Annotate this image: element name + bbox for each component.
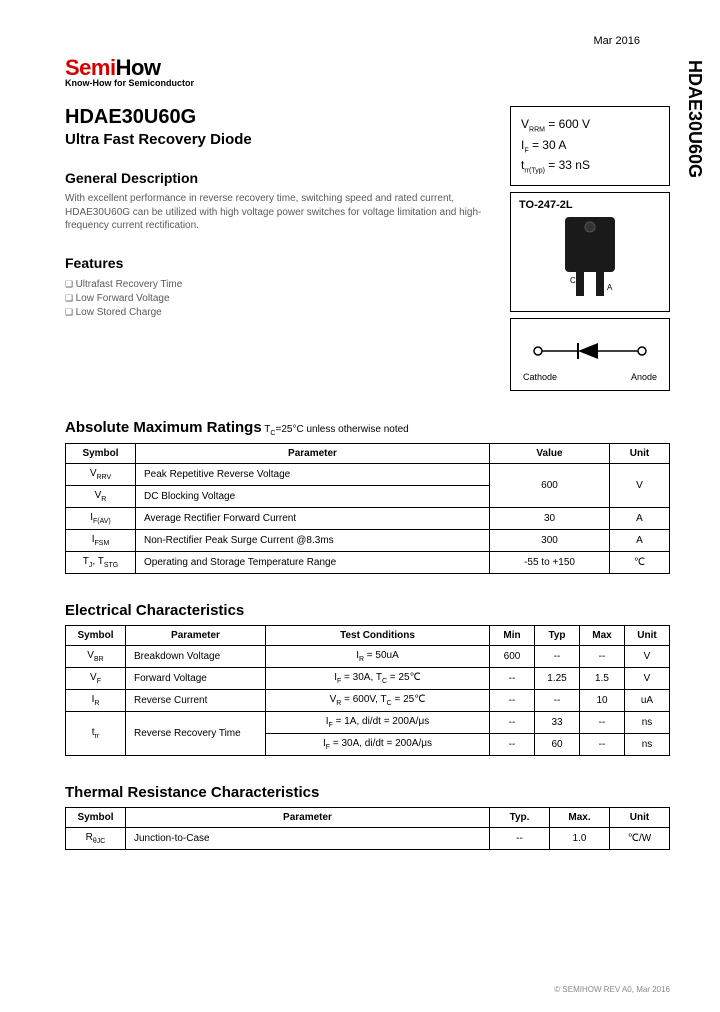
package-box: TO-247-2L C A xyxy=(510,192,670,312)
svg-text:A: A xyxy=(607,283,613,292)
features-list: Ultrafast Recovery Time Low Forward Volt… xyxy=(65,279,495,318)
key-specs-box: VRRM = 600 V IF = 30 A trr(Typ) = 33 nS xyxy=(510,106,670,186)
th-value: Value xyxy=(490,443,610,463)
side-part-label: HDAE30U60G xyxy=(684,60,705,178)
th-max: Max. xyxy=(550,807,610,827)
th-min: Min xyxy=(490,625,535,645)
feature-item: Low Forward Voltage xyxy=(65,293,495,304)
th-parameter: Parameter xyxy=(136,443,490,463)
table-row: IF(AV) Average Rectifier Forward Current… xyxy=(66,507,670,529)
spec-sub: RRM xyxy=(529,126,545,133)
spec-val: = 33 nS xyxy=(545,158,590,172)
abs-max-heading: Absolute Maximum Ratings TC=25°C unless … xyxy=(65,419,670,437)
table-row: IFSM Non-Rectifier Peak Surge Current @8… xyxy=(66,529,670,551)
table-row: VRRV Peak Repetitive Reverse Voltage 600… xyxy=(66,463,670,485)
logo-black: How xyxy=(116,55,161,80)
th-conditions: Test Conditions xyxy=(266,625,490,645)
th-parameter: Parameter xyxy=(126,625,266,645)
table-row: TJ, TSTG Operating and Storage Temperatu… xyxy=(66,551,670,573)
th-parameter: Parameter xyxy=(126,807,490,827)
feature-item: Low Stored Charge xyxy=(65,307,495,318)
th-max: Max xyxy=(580,625,625,645)
header: SemiHow Know-How for Semiconductor Mar 2… xyxy=(65,30,670,88)
footer: © SEMIHOW REV A0, Mar 2016 xyxy=(554,985,670,994)
th-symbol: Symbol xyxy=(66,625,126,645)
table-row: trr Reverse Recovery Time IF = 1A, di/dt… xyxy=(66,711,670,733)
table-row: VF Forward Voltage IF = 30A, TC = 25℃ --… xyxy=(66,667,670,689)
th-typ: Typ xyxy=(535,625,580,645)
package-icon: C A xyxy=(519,215,661,303)
thermal-heading: Thermal Resistance Characteristics xyxy=(65,784,670,801)
th-typ: Typ. xyxy=(490,807,550,827)
logo-tagline: Know-How for Semiconductor xyxy=(65,78,194,88)
th-unit: Unit xyxy=(610,807,670,827)
svg-text:C: C xyxy=(570,276,576,285)
logo-block: SemiHow Know-How for Semiconductor xyxy=(65,55,194,88)
spec-label: V xyxy=(521,117,529,131)
package-label: TO-247-2L xyxy=(519,199,661,211)
elec-heading: Electrical Characteristics xyxy=(65,602,670,619)
cathode-label: Cathode xyxy=(523,372,557,382)
table-row: RθJC Junction-to-Case -- 1.0 ℃/W xyxy=(66,827,670,849)
th-unit: Unit xyxy=(610,443,670,463)
table-row: VBR Breakdown Voltage IR = 50uA 600----V xyxy=(66,645,670,667)
th-unit: Unit xyxy=(625,625,670,645)
th-symbol: Symbol xyxy=(66,443,136,463)
spec-val: = 600 V xyxy=(545,117,590,131)
spec-sub: rr(Typ) xyxy=(524,168,545,175)
diode-symbol-box: Cathode Anode xyxy=(510,318,670,391)
spec-val: = 30 A xyxy=(529,138,567,152)
features-heading: Features xyxy=(65,255,495,271)
page-title: HDAE30U60G xyxy=(65,106,495,129)
feature-item: Ultrafast Recovery Time xyxy=(65,279,495,290)
elec-table: Symbol Parameter Test Conditions Min Typ… xyxy=(65,625,670,756)
thermal-table: Symbol Parameter Typ. Max. Unit RθJC Jun… xyxy=(65,807,670,850)
subtitle: Ultra Fast Recovery Diode xyxy=(65,131,495,148)
general-text: With excellent performance in reverse re… xyxy=(65,192,495,233)
anode-label: Anode xyxy=(631,372,657,382)
general-heading: General Description xyxy=(65,170,495,186)
logo-red: Semi xyxy=(65,55,116,80)
date: Mar 2016 xyxy=(594,35,640,47)
th-symbol: Symbol xyxy=(66,807,126,827)
table-row: IR Reverse Current VR = 600V, TC = 25℃ -… xyxy=(66,689,670,711)
diode-icon xyxy=(520,339,660,369)
abs-max-table: Symbol Parameter Value Unit VRRV Peak Re… xyxy=(65,443,670,574)
